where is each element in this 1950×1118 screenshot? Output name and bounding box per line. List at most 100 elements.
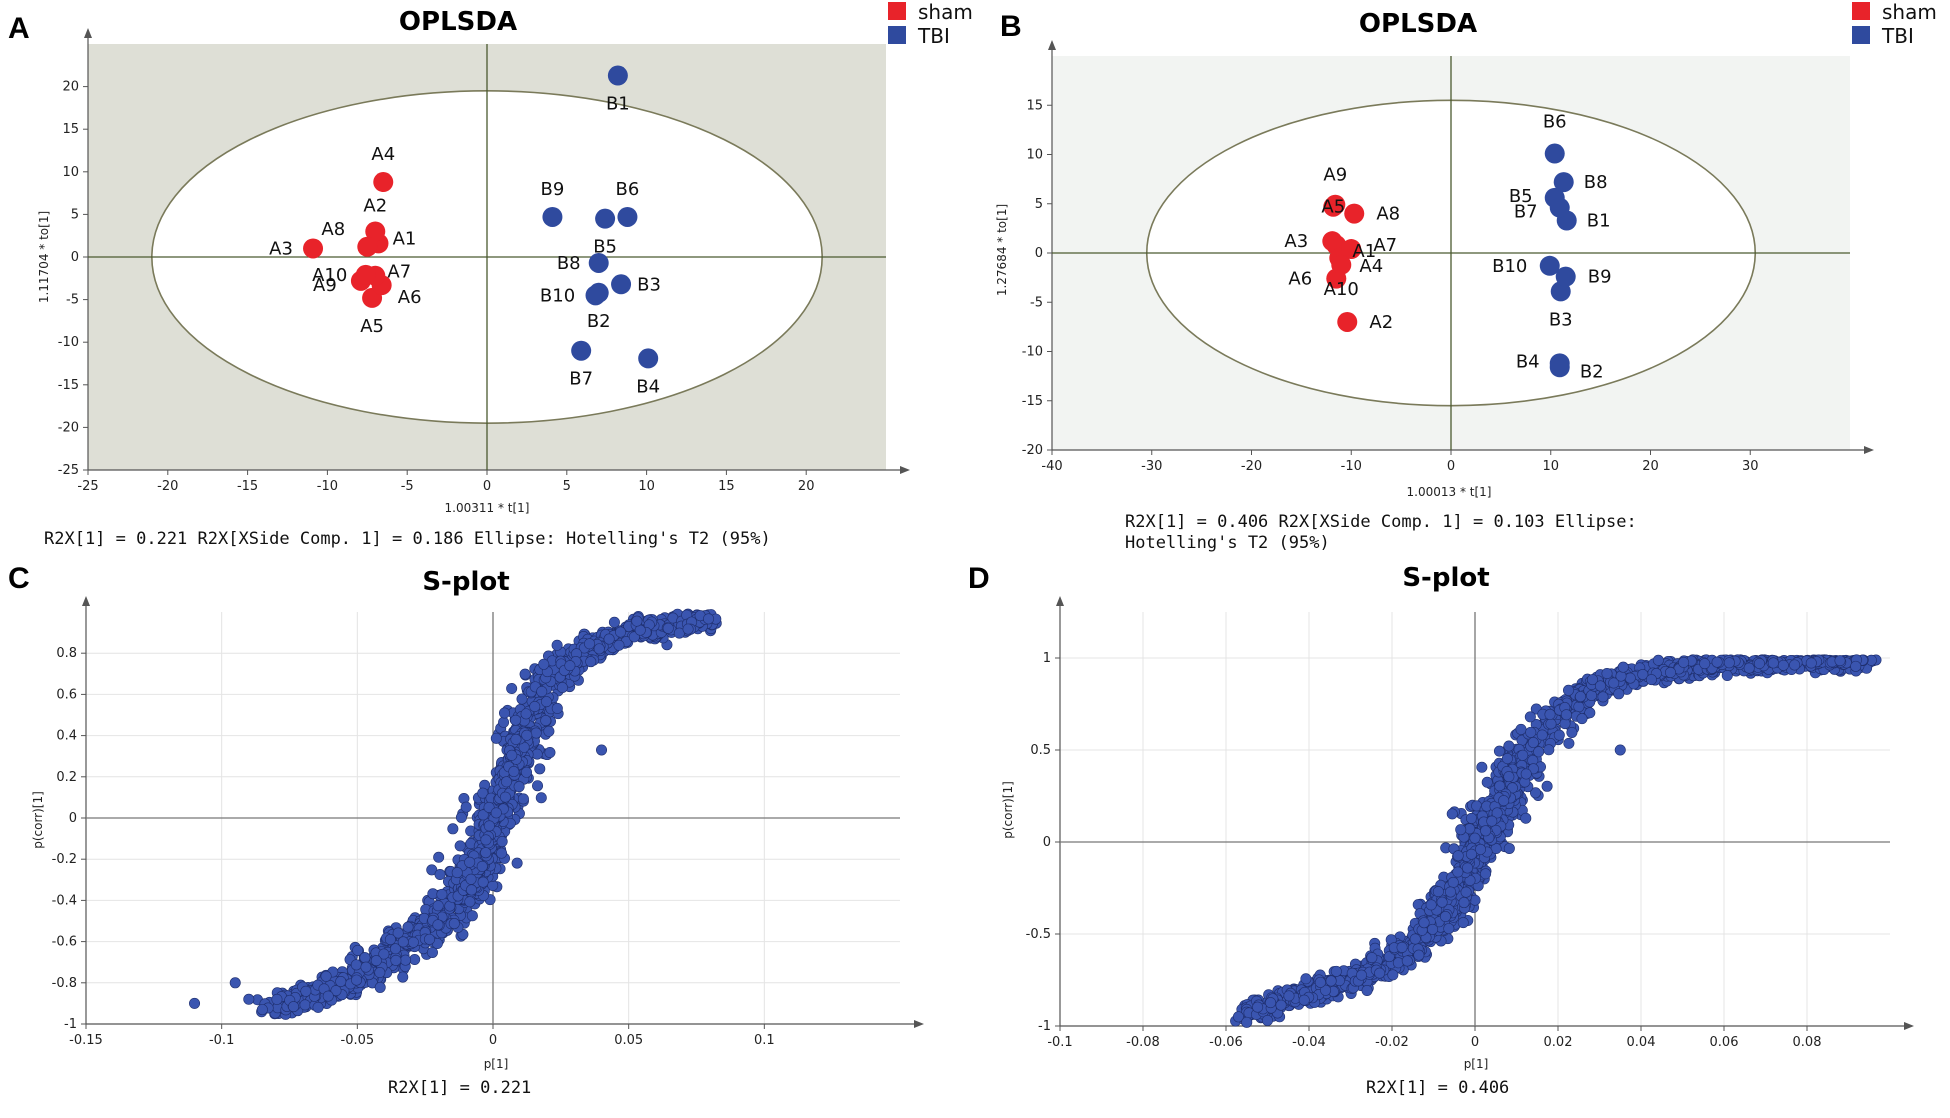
x-axis-arrow xyxy=(1904,1022,1914,1030)
panel-label: A xyxy=(8,12,30,45)
splot-point xyxy=(1541,780,1553,792)
splot-point xyxy=(596,744,608,756)
point-b9 xyxy=(542,206,563,227)
y-tick-label: -5 xyxy=(1030,295,1043,310)
splot-point xyxy=(480,847,492,859)
x-tick-label: -20 xyxy=(157,479,178,494)
splot-point xyxy=(464,896,476,908)
splot-point xyxy=(1586,689,1598,701)
point-b5 xyxy=(595,208,616,229)
splot-point xyxy=(499,791,511,803)
x-tick-label: 10 xyxy=(638,479,655,494)
splot-point xyxy=(384,933,396,945)
point-label-b9: B9 xyxy=(541,179,565,200)
y-tick-label: 20 xyxy=(62,80,79,95)
splot-point xyxy=(1586,674,1598,686)
splot-point xyxy=(1767,657,1779,669)
chart-panel-b: B OPLSDA -40 -30 -20 -10 0 10 20 30 -20 -15 -10 -5 0 5 1… xyxy=(995,0,1937,553)
point-label-a4: A4 xyxy=(371,144,395,165)
y-tick-label: -1 xyxy=(1038,1019,1051,1034)
splot-point xyxy=(1491,807,1503,819)
splot-point xyxy=(662,622,674,634)
splot-point xyxy=(1356,969,1368,981)
point-b1 xyxy=(607,65,628,86)
splot-point xyxy=(1425,899,1437,911)
x-tick-label: -5 xyxy=(401,479,414,494)
splot-point xyxy=(520,708,532,720)
legend-swatch-tbi xyxy=(888,26,906,44)
splot-point xyxy=(534,763,546,775)
splot-points xyxy=(1230,654,1882,1028)
splot-point xyxy=(1652,654,1664,666)
splot-point xyxy=(517,793,529,805)
splot-point xyxy=(1614,744,1626,756)
x-axis-arrow xyxy=(900,466,910,474)
splot-point xyxy=(1617,661,1629,673)
splot-point xyxy=(352,944,364,956)
splot-point xyxy=(466,910,478,922)
splot-point xyxy=(460,801,472,813)
splot-point xyxy=(243,993,255,1005)
point-label-b5: B5 xyxy=(593,237,617,258)
splot-point xyxy=(1834,655,1846,667)
x-tick-label: -15 xyxy=(237,479,258,494)
splot-point xyxy=(1392,957,1404,969)
point-a8 xyxy=(357,236,378,257)
y-tick-label: 15 xyxy=(1026,98,1043,113)
point-b8 xyxy=(1553,172,1574,193)
splot-point xyxy=(1503,771,1515,783)
splot-point xyxy=(1576,713,1588,725)
point-label-b1: B1 xyxy=(1587,210,1611,231)
splot-point xyxy=(1486,815,1498,827)
splot-point xyxy=(1544,708,1556,720)
x-tick-label: -25 xyxy=(77,479,98,494)
x-axis-arrow xyxy=(914,1020,924,1028)
splot-point xyxy=(1374,967,1386,979)
y-tick-label: 10 xyxy=(1026,148,1043,163)
splot-point xyxy=(1427,923,1439,935)
splot-point xyxy=(407,936,419,948)
y-tick-label: 0 xyxy=(71,250,79,265)
splot-point xyxy=(1446,808,1458,820)
point-label-b1: B1 xyxy=(606,94,630,115)
chart-footer: R2X[1] = 0.406 xyxy=(1366,1078,1509,1098)
y-tick-label: 0.8 xyxy=(56,646,77,661)
splot-point xyxy=(1563,737,1575,749)
splot-point xyxy=(1805,657,1817,669)
point-label-a5: A5 xyxy=(360,316,384,337)
splot-point xyxy=(1721,670,1733,682)
splot-point xyxy=(496,836,508,848)
splot-point xyxy=(1584,707,1596,719)
splot-point xyxy=(390,943,402,955)
splot-point xyxy=(544,746,556,758)
splot-point xyxy=(1436,896,1448,908)
point-label-a9: A9 xyxy=(1323,165,1347,186)
splot-point xyxy=(1325,975,1337,987)
point-a10 xyxy=(1331,254,1352,275)
x-axis-label: p[1] xyxy=(1464,1057,1489,1071)
legend-label-sham: sham xyxy=(1882,0,1937,24)
splot-point xyxy=(500,776,512,788)
y-tick-label: -0.8 xyxy=(52,976,77,991)
y-tick-label: -15 xyxy=(1022,394,1043,409)
splot-point xyxy=(1664,666,1676,678)
point-a3 xyxy=(1322,231,1343,252)
legend-label-sham: sham xyxy=(918,0,973,24)
point-label-b10: B10 xyxy=(540,285,575,306)
splot-point xyxy=(288,1001,300,1013)
splot-point xyxy=(434,869,446,881)
splot-point xyxy=(1525,726,1537,738)
chart-footer: R2X[1] = 0.221 R2X[XSide Comp. 1] = 0.18… xyxy=(44,529,771,549)
splot-point xyxy=(271,993,283,1005)
splot-point xyxy=(390,954,402,966)
x-tick-label: -10 xyxy=(1341,459,1362,474)
splot-point xyxy=(1462,862,1474,874)
splot-point xyxy=(1597,691,1609,703)
chart-footer: R2X[1] = 0.406 R2X[XSide Comp. 1] = 0.10… xyxy=(1125,512,1637,532)
splot-point xyxy=(1743,662,1755,674)
splot-point xyxy=(330,985,342,997)
x-tick-label: 5 xyxy=(563,479,571,494)
splot-point xyxy=(1476,761,1488,773)
point-label-b9: B9 xyxy=(1588,267,1612,288)
